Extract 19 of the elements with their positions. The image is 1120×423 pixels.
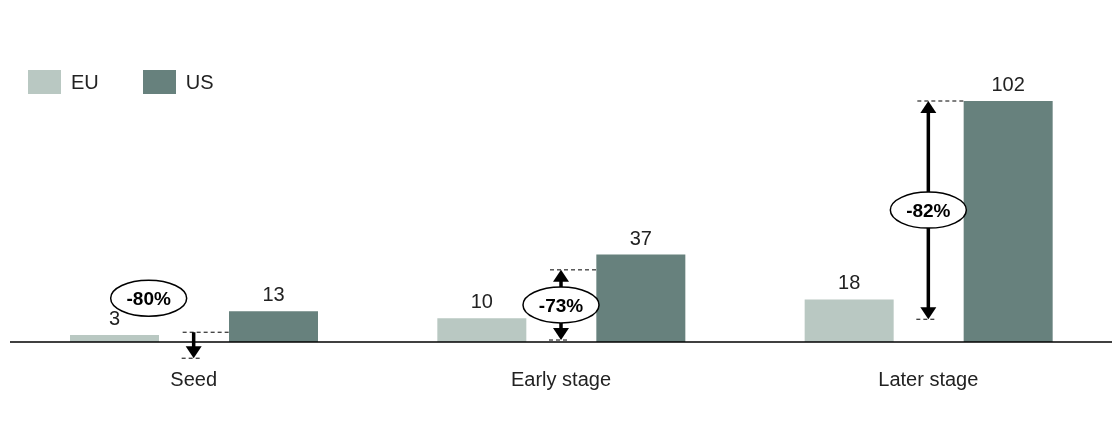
x-tick-label: Later stage [878, 368, 979, 391]
bar [437, 318, 527, 342]
x-tick-label: Seed [170, 368, 218, 391]
bar [596, 254, 686, 342]
bar [963, 101, 1053, 342]
legend-label: US [185, 70, 214, 94]
x-tick-label: Early stage [510, 368, 612, 391]
data-label: 13 [262, 283, 285, 306]
bar [804, 299, 894, 342]
annotation: -80% [126, 288, 171, 310]
data-label: 102 [991, 73, 1025, 95]
annotation: -73% [538, 294, 584, 316]
data-label: 18 [838, 271, 861, 294]
bar [229, 311, 318, 342]
annotation: -82% [906, 200, 951, 222]
data-label: 37 [629, 226, 652, 249]
data-label: 10 [470, 290, 493, 313]
legend-label: EU [71, 70, 99, 94]
data-label: 3 [108, 306, 121, 329]
